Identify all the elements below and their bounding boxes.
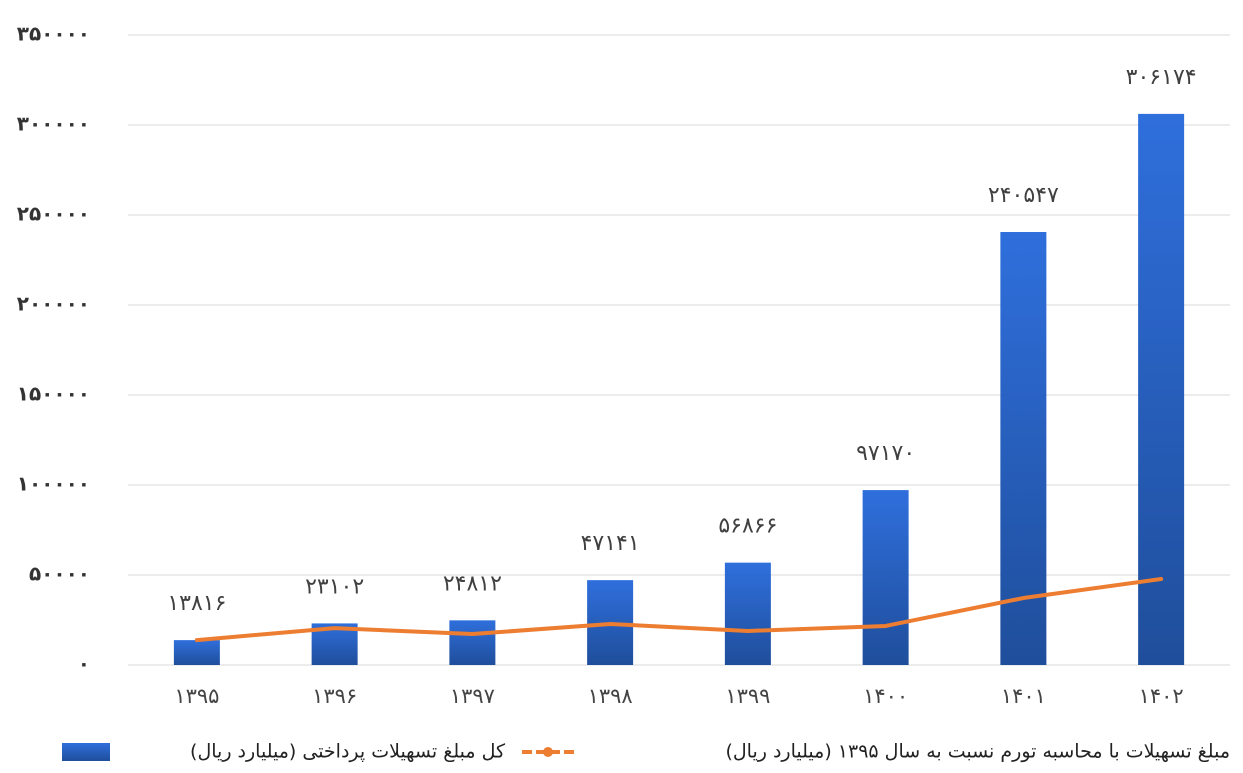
data-label: ۵۶۸۶۶	[718, 514, 777, 539]
data-label: ۳۰۶۱۷۴	[1126, 65, 1197, 90]
data-label: ۲۴۰۵۴۷	[988, 183, 1059, 208]
y-tick-label: ۳۰۰۰۰۰	[17, 112, 90, 136]
y-tick-label: ۳۵۰۰۰۰	[17, 22, 90, 46]
x-tick-label: ۱۴۰۱	[1001, 684, 1046, 708]
line	[194, 576, 1164, 643]
x-tick-label: ۱۴۰۲	[1139, 684, 1184, 708]
legend-label: کل مبلغ تسهیلات پرداختی (میلیارد ریال)	[190, 741, 506, 763]
data-label: ۹۷۱۷۰	[856, 441, 915, 466]
bar	[1000, 232, 1047, 666]
y-tick-label: ۲۵۰۰۰۰	[17, 202, 90, 226]
y-tick-label: ۲۰۰۰۰۰	[17, 292, 90, 316]
bar	[1138, 113, 1185, 666]
data-label: ۴۷۱۴۱	[581, 531, 640, 556]
x-tick-label: ۱۳۹۷	[450, 684, 495, 708]
legend-swatch	[62, 743, 110, 761]
bar	[724, 562, 771, 665]
bar	[862, 490, 909, 665]
legend-label: مبلغ تسهیلات با محاسبه تورم نسبت به سال …	[725, 741, 1230, 763]
bar	[173, 640, 220, 665]
data-label: ۲۴۸۱۲	[443, 571, 502, 596]
y-tick-label: ۵۰۰۰۰	[29, 562, 90, 586]
x-tick-label: ۱۳۹۶	[312, 684, 357, 708]
bar	[449, 620, 496, 665]
legend-marker	[543, 747, 553, 757]
y-tick-label: ۱۵۰۰۰۰	[17, 382, 90, 406]
data-label: ۲۳۱۰۲	[305, 574, 364, 599]
x-tick-label: ۱۳۹۹	[725, 684, 770, 708]
x-tick-label: ۱۳۹۵	[174, 684, 219, 708]
x-tick-label: ۱۴۰۰	[863, 684, 908, 708]
data-label: ۱۳۸۱۶	[167, 591, 226, 616]
y-tick-label: ۰	[78, 652, 90, 676]
y-tick-label: ۱۰۰۰۰۰	[17, 472, 90, 496]
x-tick-label: ۱۳۹۸	[588, 684, 633, 708]
